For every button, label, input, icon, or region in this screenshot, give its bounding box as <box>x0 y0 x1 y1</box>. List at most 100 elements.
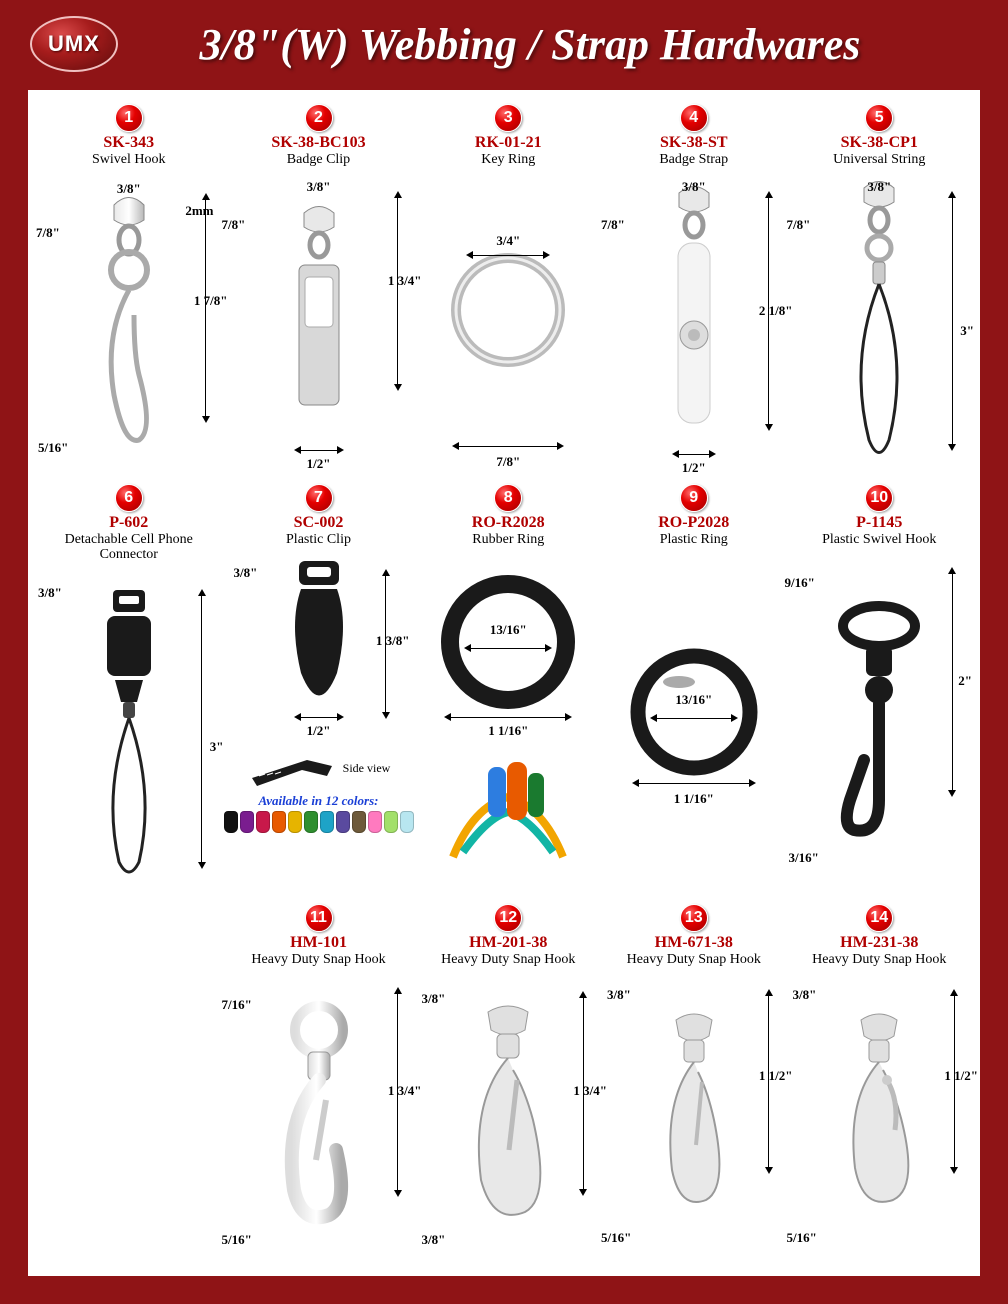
dim-label: 1 1/16" <box>674 791 714 807</box>
dim-label: 3/8" <box>422 1232 446 1248</box>
product-image: 13/16" 1 1/16" <box>418 553 600 896</box>
sku: RO-R2028 <box>472 514 545 532</box>
number-badge: 8 <box>494 484 522 512</box>
product-name: Rubber Ring <box>472 532 544 547</box>
product-image: 3/8" 3" <box>38 569 220 896</box>
product-cell: 13 HM-671-38 Heavy Duty Snap Hook 3/8" 1… <box>601 900 787 1260</box>
product-name: Key Ring <box>481 152 535 167</box>
number-badge: 10 <box>865 484 893 512</box>
color-swatch <box>240 811 254 833</box>
product-cell: 2 SK-38-BC103 Badge Clip 3/8" 7/8" 1 3/4… <box>222 100 416 480</box>
product-name: Plastic Clip <box>286 532 351 547</box>
product-name: Badge Clip <box>287 152 350 167</box>
dim-label: 9/16" <box>785 575 815 591</box>
product-cell: 1 SK-343 Swivel Hook 3/8" 7/8" 2mm 1 7/8… <box>36 100 222 480</box>
sku: P-1145 <box>856 514 902 532</box>
sku: RK-01-21 <box>475 134 542 152</box>
dim-label: 5/16" <box>601 1230 631 1246</box>
number-badge: 2 <box>305 104 333 132</box>
page-title: 3/8"(W) Webbing / Strap Hardwares <box>142 19 978 70</box>
dim-label: 7/8" <box>787 217 811 233</box>
dim-label: 3/8" <box>422 991 446 1007</box>
catalog-page: UMX 3/8"(W) Webbing / Strap Hardwares 1 … <box>0 0 1008 1304</box>
product-cell: 12 HM-201-38 Heavy Duty Snap Hook 3/8" 1… <box>416 900 602 1260</box>
dim-label: 5/16" <box>787 1230 817 1246</box>
color-swatch <box>384 811 398 833</box>
color-swatch <box>304 811 318 833</box>
product-image: 3/8" 7/8" 2mm 1 7/8" 5/16" <box>38 173 220 476</box>
brand-logo: UMX <box>30 16 118 72</box>
dim-label: 1/2" <box>307 456 331 472</box>
dim-label: 3/16" <box>789 850 819 866</box>
product-name: Heavy Duty Snap Hook <box>812 952 946 967</box>
product-image: 13/16" 1 1/16" <box>603 553 785 896</box>
sku: P-602 <box>109 514 148 532</box>
dim-label: 13/16" <box>490 622 527 638</box>
number-badge: 5 <box>865 104 893 132</box>
number-badge: 4 <box>680 104 708 132</box>
dim-label: 3/8" <box>307 179 331 195</box>
product-image: 3/8" 1 1/2" 5/16" <box>603 973 785 1256</box>
header: UMX 3/8"(W) Webbing / Strap Hardwares <box>0 0 1008 88</box>
dim-label: 7/16" <box>222 997 252 1013</box>
product-image: 3/8" 1 1/2" 5/16" <box>789 973 971 1256</box>
dim-label: 1/2" <box>307 723 331 739</box>
sku: SK-38-BC103 <box>271 134 365 152</box>
product-name: Plastic Ring <box>660 532 728 547</box>
color-swatch <box>336 811 350 833</box>
number-badge: 14 <box>865 904 893 932</box>
sku: SK-38-CP1 <box>841 134 918 152</box>
sku: SC-002 <box>294 514 344 532</box>
sku: SK-343 <box>103 134 154 152</box>
dim-label: 7/8" <box>222 217 246 233</box>
number-badge: 7 <box>305 484 333 512</box>
product-image: 3/4" 7/8" <box>418 173 600 476</box>
number-badge: 6 <box>115 484 143 512</box>
product-name: Badge Strap <box>659 152 728 167</box>
number-badge: 3 <box>494 104 522 132</box>
product-grid: 1 SK-343 Swivel Hook 3/8" 7/8" 2mm 1 7/8… <box>36 100 972 1260</box>
product-cell: 7 SC-002 Plastic Clip 3/8" 1 3/8" 1/2" <box>222 480 416 900</box>
number-badge: 1 <box>115 104 143 132</box>
product-cell: 3 RK-01-21 Key Ring 3/4" 7/8" <box>416 100 602 480</box>
dim-label: 5/16" <box>222 1232 252 1248</box>
product-panel: 1 SK-343 Swivel Hook 3/8" 7/8" 2mm 1 7/8… <box>28 90 980 1276</box>
color-swatches <box>224 811 414 833</box>
dim-label: 3/8" <box>682 179 706 195</box>
product-cell: 14 HM-231-38 Heavy Duty Snap Hook 3/8" 1… <box>787 900 973 1260</box>
sku: SK-38-ST <box>660 134 728 152</box>
color-swatch <box>272 811 286 833</box>
product-name: Heavy Duty Snap Hook <box>251 952 385 967</box>
product-cell: 4 SK-38-ST Badge Strap 3/8" 7/8" 2 1/8" … <box>601 100 787 480</box>
number-badge: 12 <box>494 904 522 932</box>
dim-label: 7/8" <box>601 217 625 233</box>
dim-label: 1 1/16" <box>488 723 528 739</box>
color-swatch <box>368 811 382 833</box>
sku: RO-P2028 <box>658 514 729 532</box>
product-name: Universal String <box>833 152 925 167</box>
dim-label: 7/8" <box>496 454 520 470</box>
product-cell: 11 HM-101 Heavy Duty Snap Hook 7/16" 1 3… <box>222 900 416 1260</box>
product-name: Swivel Hook <box>92 152 166 167</box>
product-image: 3/8" 7/8" 1 3/4" 1/2" <box>224 173 414 476</box>
number-badge: 9 <box>680 484 708 512</box>
number-badge: 11 <box>305 904 333 932</box>
dim-label: 3/8" <box>793 987 817 1003</box>
dim-label: 3/8" <box>867 179 891 195</box>
dim-label: 2" <box>958 673 972 689</box>
product-cell: 5 SK-38-CP1 Universal String 3/8" 7/8" 3… <box>787 100 973 480</box>
product-image: 3/8" 1 3/4" 3/8" <box>418 973 600 1256</box>
color-swatch <box>320 811 334 833</box>
dim-label: 1/2" <box>682 460 706 476</box>
colors-note: Available in 12 colors: <box>258 793 378 809</box>
color-swatch <box>288 811 302 833</box>
product-name: Heavy Duty Snap Hook <box>441 952 575 967</box>
color-swatch <box>352 811 366 833</box>
side-view-label: Side view <box>343 761 391 776</box>
product-name: Plastic Swivel Hook <box>822 532 936 547</box>
color-swatch <box>256 811 270 833</box>
dim-label: 3/8" <box>234 565 258 581</box>
dim-label: 3/4" <box>496 233 520 249</box>
product-image: 3/8" 1 3/8" 1/2" Side view Available in <box>224 553 414 896</box>
product-cell: 6 P-602 Detachable Cell Phone Connector … <box>36 480 222 900</box>
